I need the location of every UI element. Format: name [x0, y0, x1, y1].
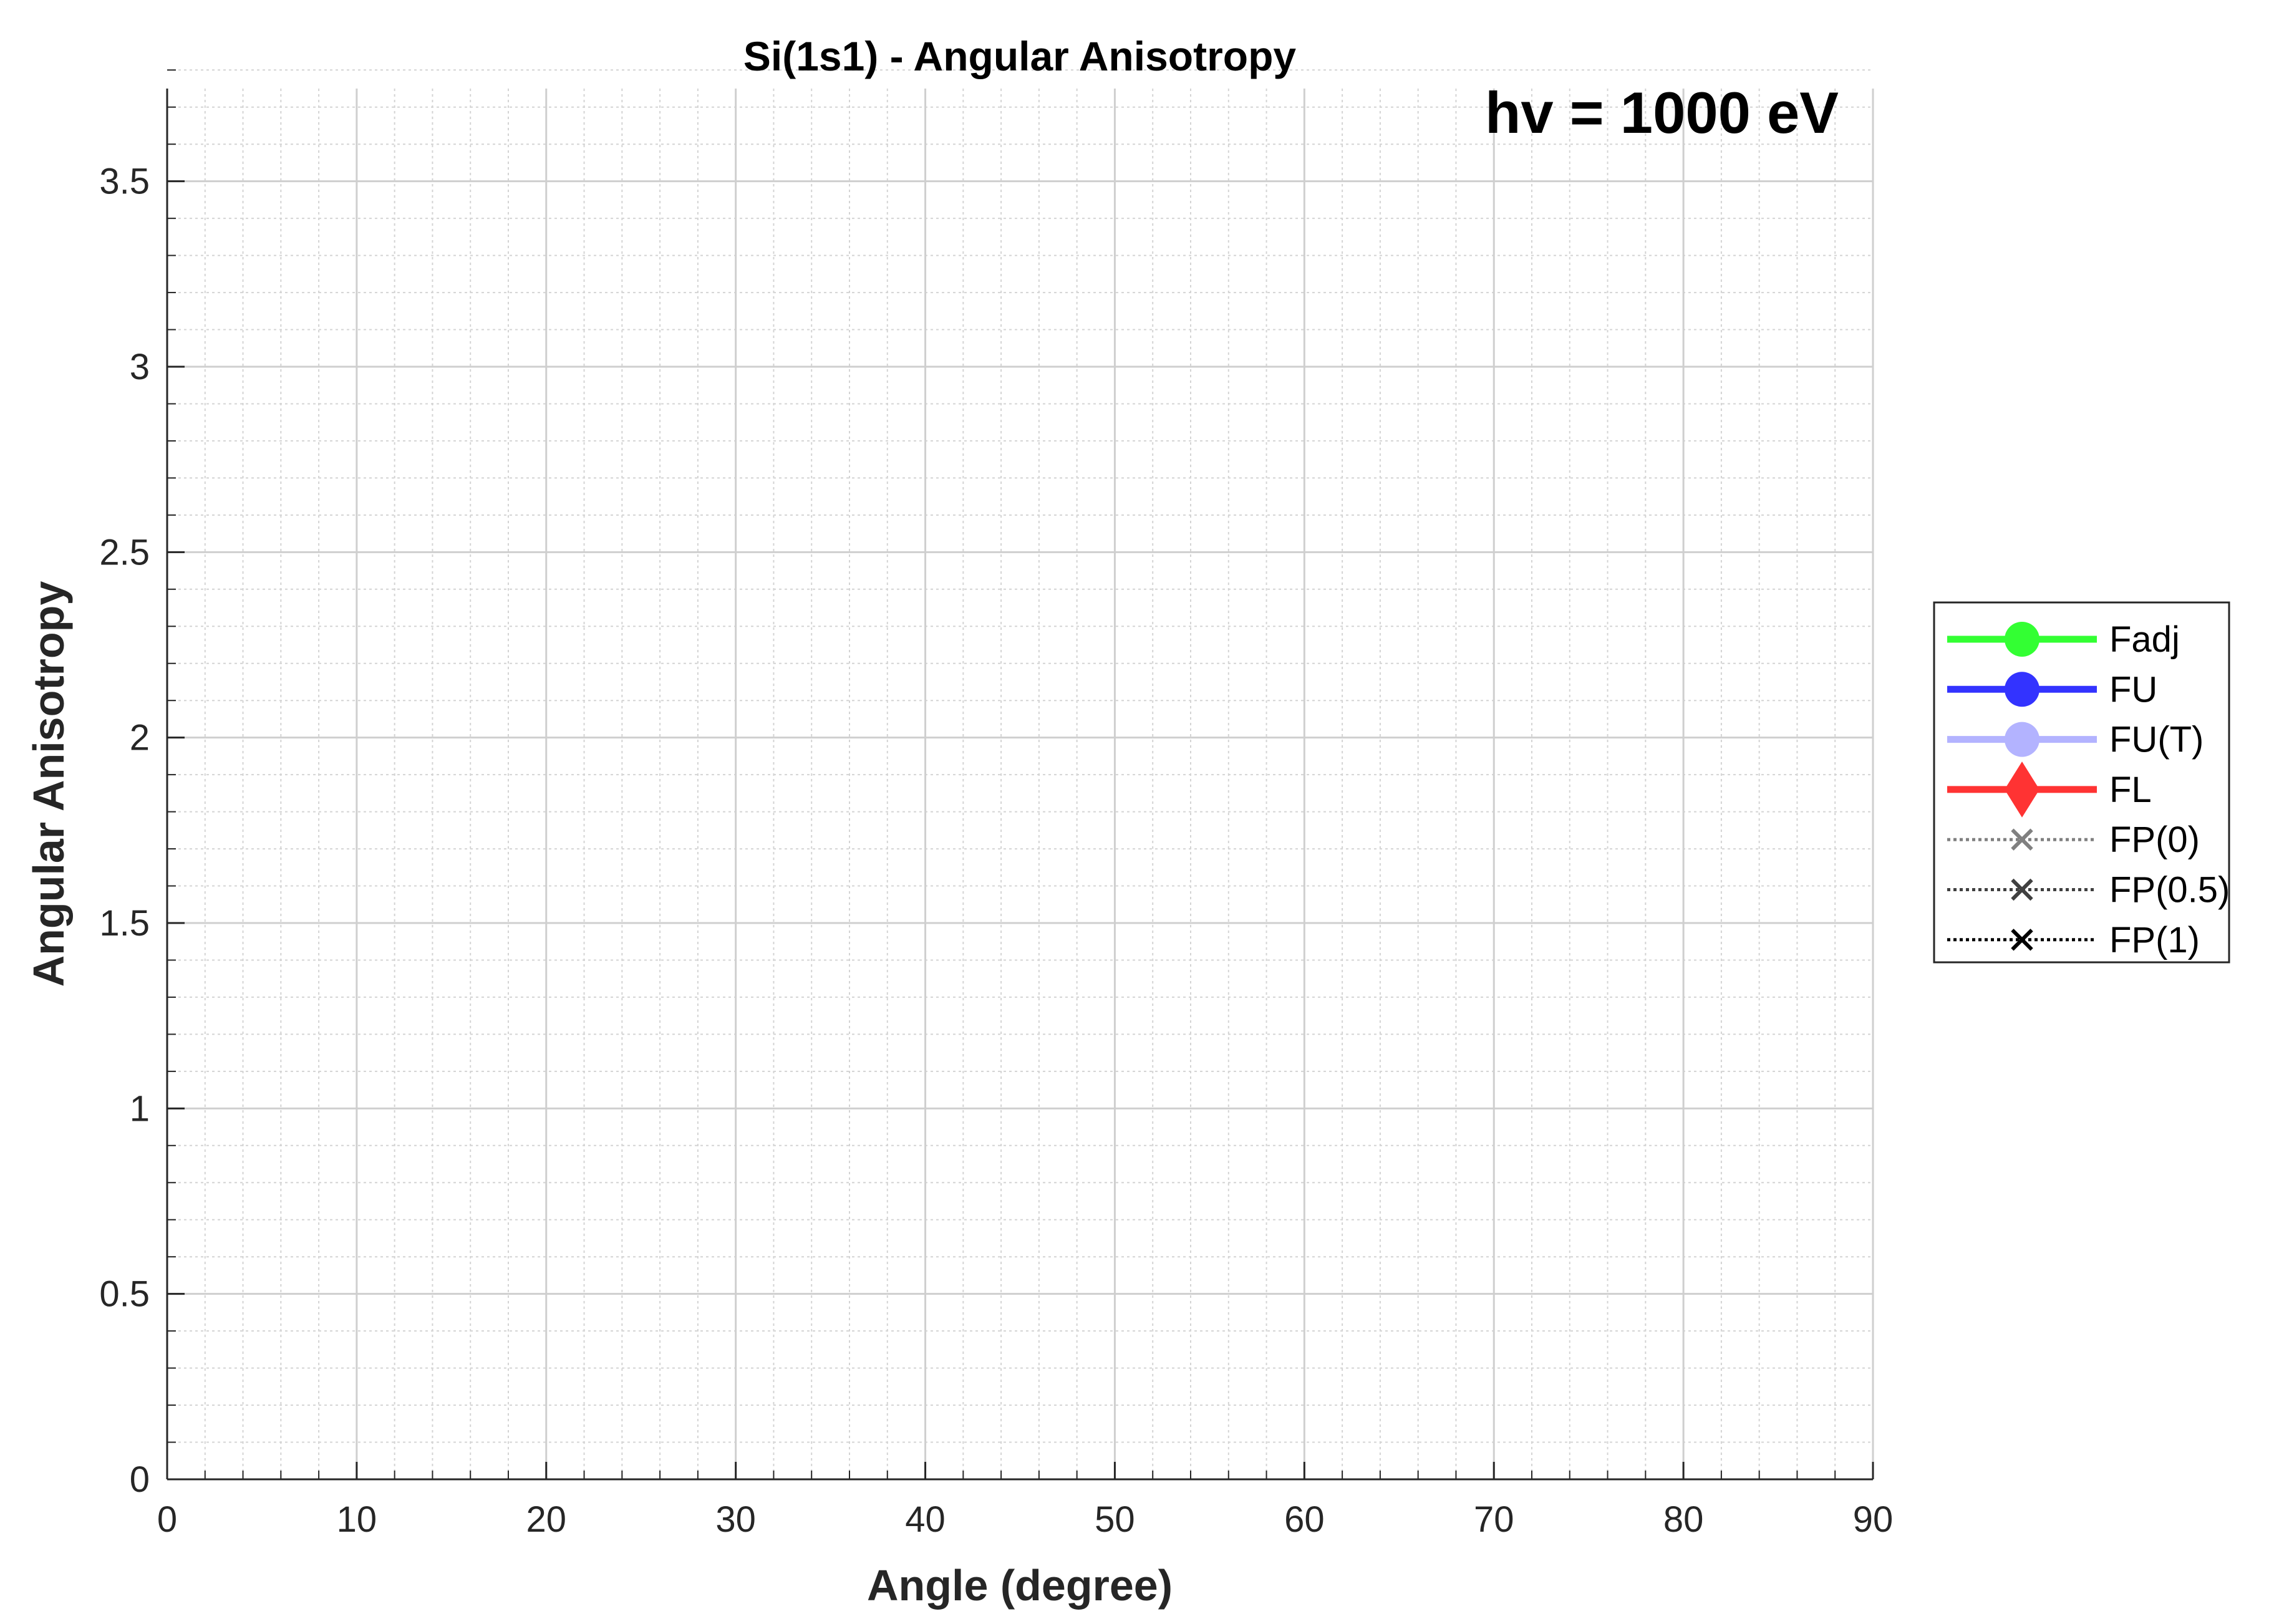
- x-tick-label: 30: [715, 1499, 756, 1540]
- y-tick-label: 0: [130, 1459, 150, 1500]
- legend-label: Fadj: [2109, 619, 2180, 660]
- x-tick-label: 20: [526, 1499, 567, 1540]
- y-axis-label: Angular Anisotropy: [24, 581, 73, 987]
- x-ticks: 0 10 20 30 40 50 60 70 80 90: [157, 1462, 1893, 1540]
- legend-label: FU: [2109, 669, 2157, 710]
- y-tick-label: 2.5: [99, 532, 150, 573]
- legend-marker: [2011, 878, 2033, 901]
- x-tick-label: 70: [1474, 1499, 1514, 1540]
- legend-label: FP(0.5): [2109, 870, 2230, 911]
- x-tick-label: 0: [157, 1499, 177, 1540]
- x-tick-label: 90: [1853, 1499, 1894, 1540]
- legend-item: FP(0.5): [1947, 870, 2230, 911]
- legend-item: Fadj: [1947, 619, 2180, 660]
- y-tick-label: 0.5: [99, 1274, 150, 1315]
- legend-item: FL: [1947, 761, 2152, 818]
- legend-label: FL: [2109, 770, 2152, 810]
- x-tick-label: 40: [905, 1499, 946, 1540]
- legend-marker: [2005, 722, 2039, 757]
- legend-marker: [2011, 828, 2033, 851]
- x-tick-label: 80: [1663, 1499, 1704, 1540]
- legend-marker: [2005, 761, 2039, 818]
- legend-box: [1933, 601, 2230, 964]
- x-marker-stroke: [2011, 828, 2033, 851]
- x-tick-label: 50: [1095, 1499, 1135, 1540]
- legend-marker: [2011, 929, 2033, 951]
- x-tick-label: 60: [1284, 1499, 1325, 1540]
- plot-area: [167, 89, 1873, 1479]
- y-tick-label: 2: [130, 718, 150, 758]
- legend-item: FU(T): [1947, 720, 2204, 760]
- x-marker-stroke: [2011, 929, 2033, 951]
- chart-title: Si(1s1) - Angular Anisotropy: [743, 33, 1296, 79]
- y-tick-label: 1.5: [99, 903, 150, 944]
- x-tick-label: 10: [337, 1499, 377, 1540]
- legend: Fadj FU FU(T) FL FP(0) FP(0.5) FP(1): [1933, 601, 2230, 964]
- y-tick-label: 3: [130, 347, 150, 387]
- legend-label: FU(T): [2109, 720, 2204, 760]
- legend-marker: [2005, 672, 2039, 707]
- legend-item: FP(1): [1947, 920, 2200, 960]
- legend-label: FP(0): [2109, 819, 2200, 860]
- x-marker-stroke: [2011, 878, 2033, 901]
- y-tick-label: 3.5: [99, 162, 150, 202]
- energy-annotation: hv = 1000 eV: [1485, 80, 1839, 145]
- legend-item: FP(0): [1947, 819, 2200, 860]
- y-ticks: 0 0.5 1 1.5 2 2.5 3 3.5: [99, 69, 185, 1500]
- legend-label: FP(1): [2109, 920, 2200, 960]
- legend-item: FU: [1947, 669, 2157, 710]
- x-axis-label: Angle (degree): [867, 1561, 1173, 1610]
- legend-marker: [2005, 622, 2039, 657]
- minor-grid: [167, 69, 1873, 1479]
- y-tick-label: 1: [130, 1088, 150, 1129]
